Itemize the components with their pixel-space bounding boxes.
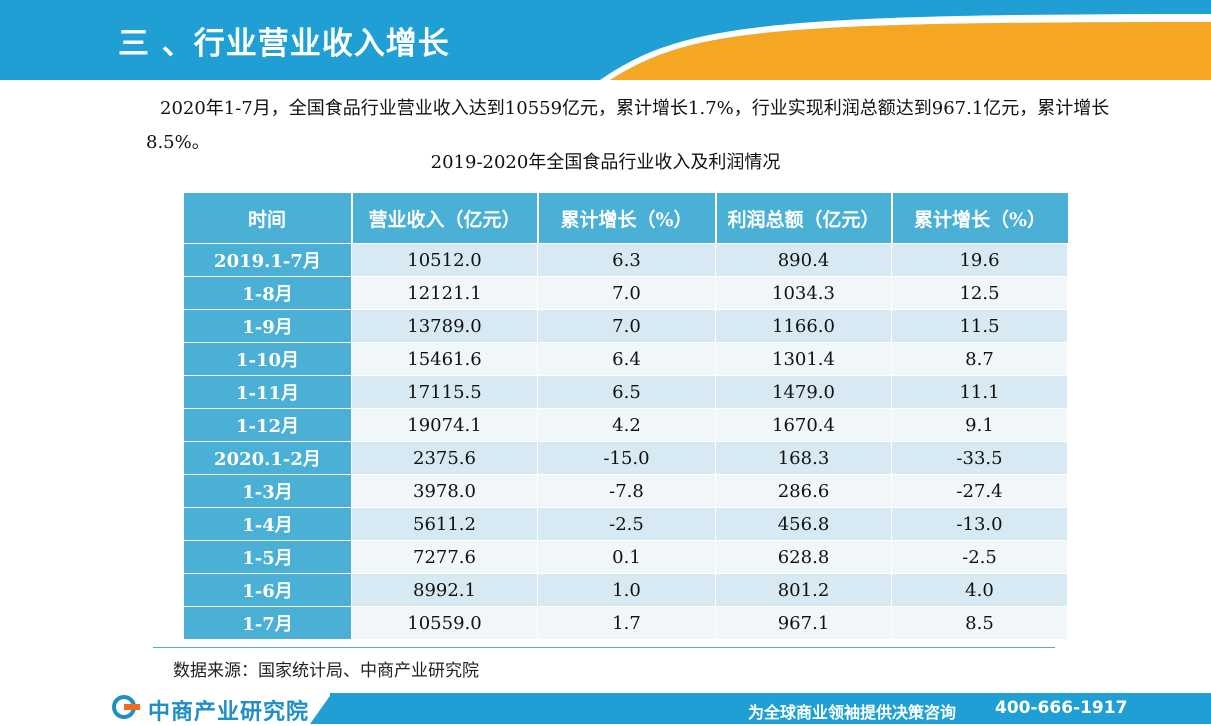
revenue-cell: 15461.6 xyxy=(351,342,538,376)
time-cell: 1-11月 xyxy=(183,375,352,409)
revenue-cell: 12121.1 xyxy=(351,276,538,310)
revenue-cell: 10559.0 xyxy=(351,606,538,640)
revenue-growth-cell: 4.2 xyxy=(537,408,716,442)
column-header: 营业收入（亿元） xyxy=(351,193,539,244)
profit-growth-cell: 8.7 xyxy=(891,342,1068,376)
revenue-cell: 19074.1 xyxy=(351,408,538,442)
profit-growth-cell: 12.5 xyxy=(891,276,1068,310)
profit-cell: 967.1 xyxy=(715,606,892,640)
header-accent-swoosh xyxy=(600,14,1211,80)
footer-phone: 400-666-1917 xyxy=(995,698,1128,718)
revenue-cell: 7277.6 xyxy=(351,540,538,574)
profit-cell: 286.6 xyxy=(715,474,892,508)
revenue-growth-cell: 0.1 xyxy=(537,540,716,574)
revenue-cell: 17115.5 xyxy=(351,375,538,409)
table-row: 1-12月 19074.1 4.2 1670.4 9.1 xyxy=(183,408,1068,442)
revenue-growth-cell: 1.0 xyxy=(537,573,716,607)
table-header-row: 时间 营业收入（亿元） 累计增长（%） 利润总额（亿元） 累计增长（%） xyxy=(183,193,1068,244)
profit-growth-cell: 9.1 xyxy=(891,408,1068,442)
intro-paragraph: 2020年1-7月，全国食品行业营业收入达到10559亿元，累计增长1.7%，行… xyxy=(146,98,1110,153)
revenue-cell: 3978.0 xyxy=(351,474,538,508)
revenue-cell: 2375.6 xyxy=(351,441,538,475)
table-row: 1-9月 13789.0 7.0 1166.0 11.5 xyxy=(183,309,1068,343)
profit-cell: 1479.0 xyxy=(715,375,892,409)
source-divider xyxy=(153,647,1055,648)
column-header: 累计增长（%） xyxy=(891,193,1068,244)
footer-slogan: 为全球商业领袖提供决策咨询 xyxy=(748,703,957,722)
footer-bar-edge xyxy=(310,693,332,724)
table-row: 1-6月 8992.1 1.0 801.2 4.0 xyxy=(183,573,1068,607)
revenue-cell: 8992.1 xyxy=(351,573,538,607)
time-cell: 1-9月 xyxy=(183,309,352,343)
profit-cell: 168.3 xyxy=(715,441,892,475)
profit-growth-cell: -2.5 xyxy=(891,540,1068,574)
time-cell: 1-8月 xyxy=(183,276,352,310)
revenue-growth-cell: 6.3 xyxy=(537,243,716,277)
profit-growth-cell: 11.1 xyxy=(891,375,1068,409)
revenue-growth-cell: 7.0 xyxy=(537,309,716,343)
page-title: 三 、行业营业收入增长 xyxy=(118,26,450,62)
footer-bar xyxy=(330,693,1211,724)
revenue-growth-cell: -2.5 xyxy=(537,507,716,541)
time-cell: 1-10月 xyxy=(183,342,352,376)
time-cell: 1-12月 xyxy=(183,408,352,442)
profit-cell: 1301.4 xyxy=(715,342,892,376)
profit-cell: 801.2 xyxy=(715,573,892,607)
table-row: 1-7月 10559.0 1.7 967.1 8.5 xyxy=(183,606,1068,640)
table-title: 2019-2020年全国食品行业收入及利润情况 xyxy=(430,152,781,173)
company-logo-text: 中商产业研究院 xyxy=(148,700,310,725)
profit-growth-cell: -27.4 xyxy=(891,474,1068,508)
table-row: 1-10月 15461.6 6.4 1301.4 8.7 xyxy=(183,342,1068,376)
profit-growth-cell: 8.5 xyxy=(891,606,1068,640)
time-cell: 2019.1-7月 xyxy=(183,243,352,277)
table-row: 1-4月 5611.2 -2.5 456.8 -13.0 xyxy=(183,507,1068,541)
data-source-note: 数据来源：国家统计局、中商产业研究院 xyxy=(173,661,479,681)
profit-cell: 456.8 xyxy=(715,507,892,541)
profit-growth-cell: -33.5 xyxy=(891,441,1068,475)
table-row: 2019.1-7月 10512.0 6.3 890.4 19.6 xyxy=(183,243,1068,277)
column-header: 利润总额（亿元） xyxy=(715,193,893,244)
table-row: 1-11月 17115.5 6.5 1479.0 11.1 xyxy=(183,375,1068,409)
footer: 中商产业研究院 为全球商业领袖提供决策咨询 400-666-1917 xyxy=(0,688,1211,725)
profit-cell: 890.4 xyxy=(715,243,892,277)
revenue-cell: 5611.2 xyxy=(351,507,538,541)
table-row: 1-5月 7277.6 0.1 628.8 -2.5 xyxy=(183,540,1068,574)
time-cell: 2020.1-2月 xyxy=(183,441,352,475)
revenue-growth-cell: -15.0 xyxy=(537,441,716,475)
profit-growth-cell: -13.0 xyxy=(891,507,1068,541)
table-row: 1-3月 3978.0 -7.8 286.6 -27.4 xyxy=(183,474,1068,508)
table-row: 2020.1-2月 2375.6 -15.0 168.3 -33.5 xyxy=(183,441,1068,475)
time-cell: 1-4月 xyxy=(183,507,352,541)
column-header: 时间 xyxy=(183,193,353,244)
profit-cell: 1166.0 xyxy=(715,309,892,343)
header-banner: 三 、行业营业收入增长 xyxy=(0,0,1211,80)
profit-cell: 1034.3 xyxy=(715,276,892,310)
time-cell: 1-7月 xyxy=(183,606,352,640)
revenue-cell: 13789.0 xyxy=(351,309,538,343)
profit-growth-cell: 11.5 xyxy=(891,309,1068,343)
revenue-growth-cell: 6.5 xyxy=(537,375,716,409)
profit-cell: 1670.4 xyxy=(715,408,892,442)
profit-growth-cell: 4.0 xyxy=(891,573,1068,607)
company-logo-icon xyxy=(112,695,140,719)
time-cell: 1-3月 xyxy=(183,474,352,508)
time-cell: 1-5月 xyxy=(183,540,352,574)
revenue-growth-cell: 6.4 xyxy=(537,342,716,376)
revenue-growth-cell: 1.7 xyxy=(537,606,716,640)
column-header: 累计增长（%） xyxy=(537,193,717,244)
data-table: 时间 营业收入（亿元） 累计增长（%） 利润总额（亿元） 累计增长（%） 201… xyxy=(183,193,1068,640)
profit-growth-cell: 19.6 xyxy=(891,243,1068,277)
revenue-growth-cell: 7.0 xyxy=(537,276,716,310)
revenue-cell: 10512.0 xyxy=(351,243,538,277)
table-row: 1-8月 12121.1 7.0 1034.3 12.5 xyxy=(183,276,1068,310)
revenue-growth-cell: -7.8 xyxy=(537,474,716,508)
profit-cell: 628.8 xyxy=(715,540,892,574)
time-cell: 1-6月 xyxy=(183,573,352,607)
